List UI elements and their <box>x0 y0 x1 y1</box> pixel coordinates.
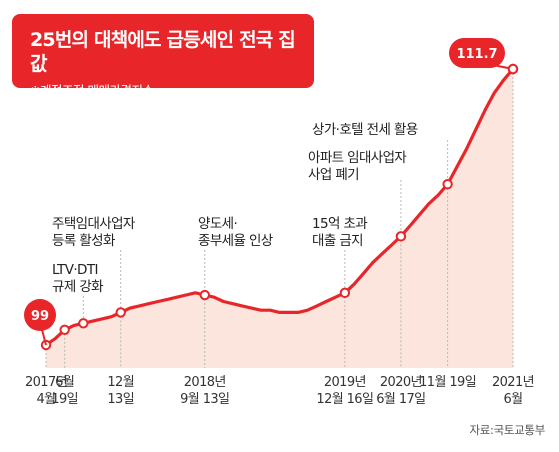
guide-layer <box>45 69 514 368</box>
annotation-label: LTV·DTI 규제 강화 <box>52 262 104 295</box>
data-point <box>199 289 210 301</box>
start-value-bubble <box>24 299 56 331</box>
annotation-label: 상가·호텔 전세 활용 <box>312 122 418 138</box>
end-value-label: 111.7 <box>456 47 497 62</box>
x-tick-label: 2019년 12월 16일 <box>316 375 374 407</box>
data-point <box>395 231 407 242</box>
data-point <box>115 307 126 318</box>
data-point <box>78 318 89 329</box>
data-point <box>339 287 351 299</box>
chart-subtitle: ※계절조정 매매가격지수 <box>30 83 154 98</box>
source-note: 자료:국토교통부 <box>469 423 545 437</box>
x-tick-label: 2020년 6월 17일 <box>376 375 426 407</box>
data-point <box>442 178 453 190</box>
x-tick-label: 6월 19일 <box>51 375 79 407</box>
data-point <box>59 324 70 335</box>
x-tick-label: 2021년 6월 <box>491 375 535 407</box>
x-tick-label: 11월 19일 <box>419 375 477 390</box>
area-layer <box>46 69 513 368</box>
data-point <box>507 63 519 75</box>
end-value-bubble <box>449 38 505 68</box>
area-fill <box>46 69 513 368</box>
marker-layer: 99 111.7 <box>24 38 519 351</box>
start-value-label: 99 <box>31 309 49 324</box>
annotation-label: 15억 초과 대출 금지 <box>312 216 368 249</box>
chart-title: 25번의 대책에도 급등세인 전국 집값 <box>30 29 296 75</box>
annotation-label: 아파트 임대사업자 사업 폐기 <box>308 150 407 183</box>
x-tick-label: 12월 13일 <box>107 375 135 407</box>
title-box: 25번의 대책에도 급등세인 전국 집값 ※계절조정 매매가격지수 <box>12 14 314 98</box>
x-tick-label: 2018년 9월 13일 <box>180 375 230 407</box>
x-tick-label: 2017년 4월 <box>24 375 68 407</box>
annotation-label: 주택임대사업자 등록 활성화 <box>52 216 135 249</box>
annotation-label: 양도세· 종부세율 인상 <box>198 216 273 249</box>
